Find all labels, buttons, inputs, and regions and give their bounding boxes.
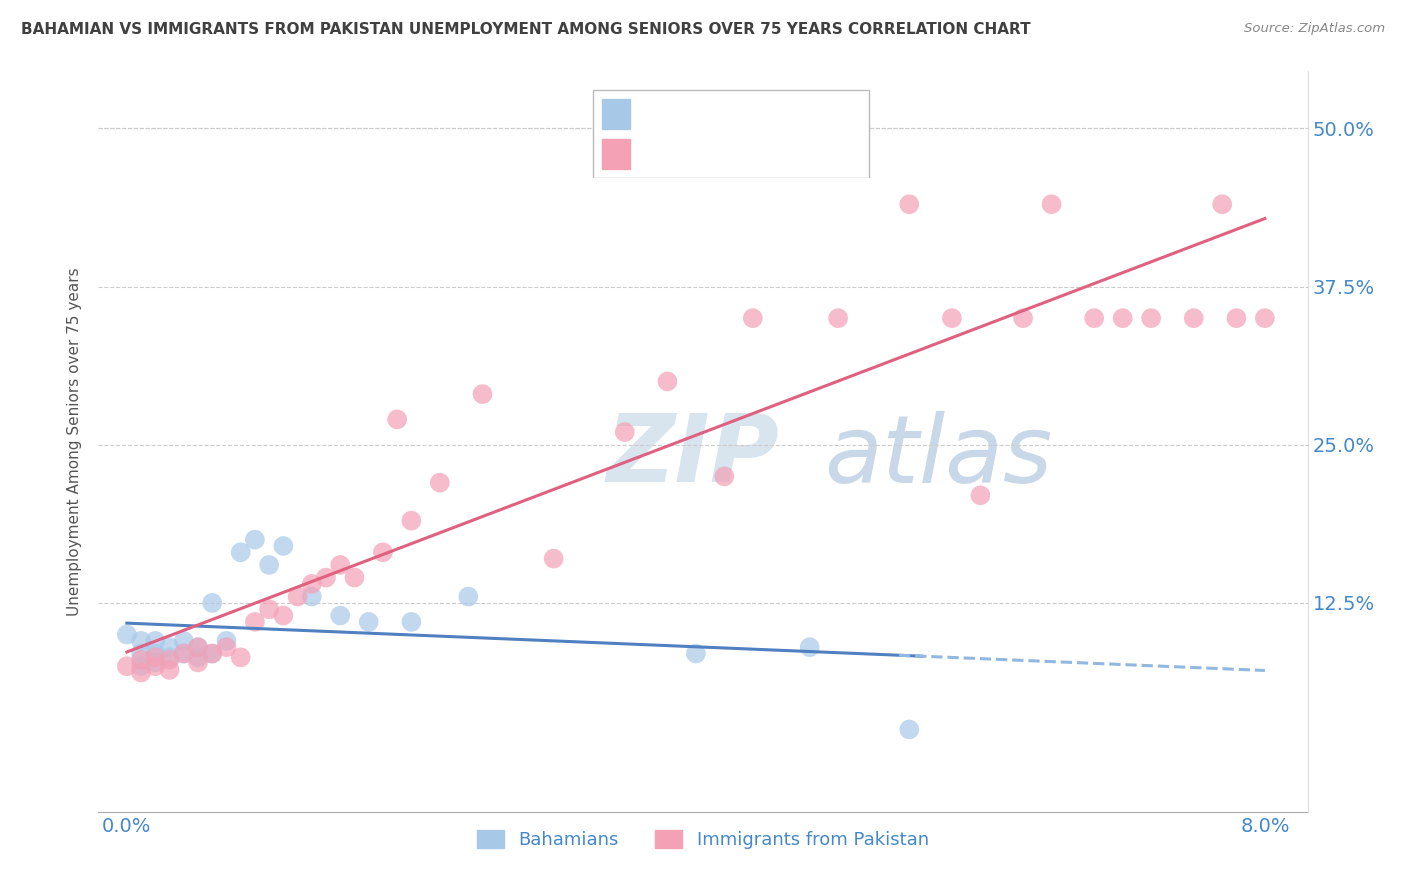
Point [401,615,423,629]
Point [201,647,224,661]
Point [129,647,152,661]
Point [301,577,323,591]
Point [143,650,166,665]
Point [129,665,152,680]
FancyBboxPatch shape [593,90,869,178]
Point [1182,311,1205,326]
Point [215,640,238,655]
Text: R =  0.498   N = 45: R = 0.498 N = 45 [641,145,817,163]
Point [301,590,323,604]
Point [329,558,352,572]
Text: BAHAMIAN VS IMMIGRANTS FROM PAKISTAN UNEMPLOYMENT AMONG SENIORS OVER 75 YEARS CO: BAHAMIAN VS IMMIGRANTS FROM PAKISTAN UNE… [21,22,1031,37]
Point [229,650,252,665]
Point [1040,197,1063,211]
Point [243,533,266,547]
Point [429,475,451,490]
Y-axis label: Unemployment Among Seniors over 75 years: Unemployment Among Seniors over 75 years [67,268,83,615]
Point [1140,311,1163,326]
Point [187,640,209,655]
Point [143,633,166,648]
Legend: Bahamians, Immigrants from Pakistan: Bahamians, Immigrants from Pakistan [468,821,938,858]
Point [159,653,181,667]
Point [187,640,209,655]
Point [898,197,921,211]
Point [243,615,266,629]
Point [685,647,707,661]
Point [129,659,152,673]
Point [471,387,494,401]
Point [159,640,181,655]
Text: R = -0.160   N = 28: R = -0.160 N = 28 [641,105,818,123]
Point [385,412,408,426]
Point [941,311,963,326]
Point [257,602,280,616]
Point [1083,311,1105,326]
Text: Source: ZipAtlas.com: Source: ZipAtlas.com [1244,22,1385,36]
Point [273,608,295,623]
Bar [602,139,630,169]
Point [229,545,252,559]
Point [898,723,921,737]
Point [315,571,337,585]
Point [143,647,166,661]
Point [129,653,152,667]
Point [770,153,793,167]
Point [613,425,636,439]
Point [115,659,138,673]
Point [173,647,195,661]
Point [543,551,565,566]
Point [1225,311,1247,326]
Point [457,590,479,604]
Text: ZIP: ZIP [606,410,779,502]
Point [287,590,309,604]
Point [273,539,295,553]
Point [657,375,679,389]
Point [1111,311,1133,326]
Point [371,545,394,559]
Point [713,469,735,483]
Point [143,659,166,673]
Point [173,633,195,648]
Point [827,311,849,326]
Point [741,311,763,326]
Point [1254,311,1277,326]
Point [969,488,991,502]
Point [159,663,181,677]
Point [799,640,821,655]
Point [329,608,352,623]
Point [187,656,209,670]
Bar [602,99,630,129]
Point [1012,311,1035,326]
Point [1211,197,1233,211]
Point [257,558,280,572]
Point [357,615,380,629]
Point [143,656,166,670]
Point [201,647,224,661]
Text: atlas: atlas [824,411,1052,502]
Point [187,650,209,665]
Point [159,650,181,665]
Point [401,514,423,528]
Point [201,596,224,610]
Point [173,647,195,661]
Point [129,633,152,648]
Point [343,571,366,585]
Point [215,633,238,648]
Point [115,627,138,641]
